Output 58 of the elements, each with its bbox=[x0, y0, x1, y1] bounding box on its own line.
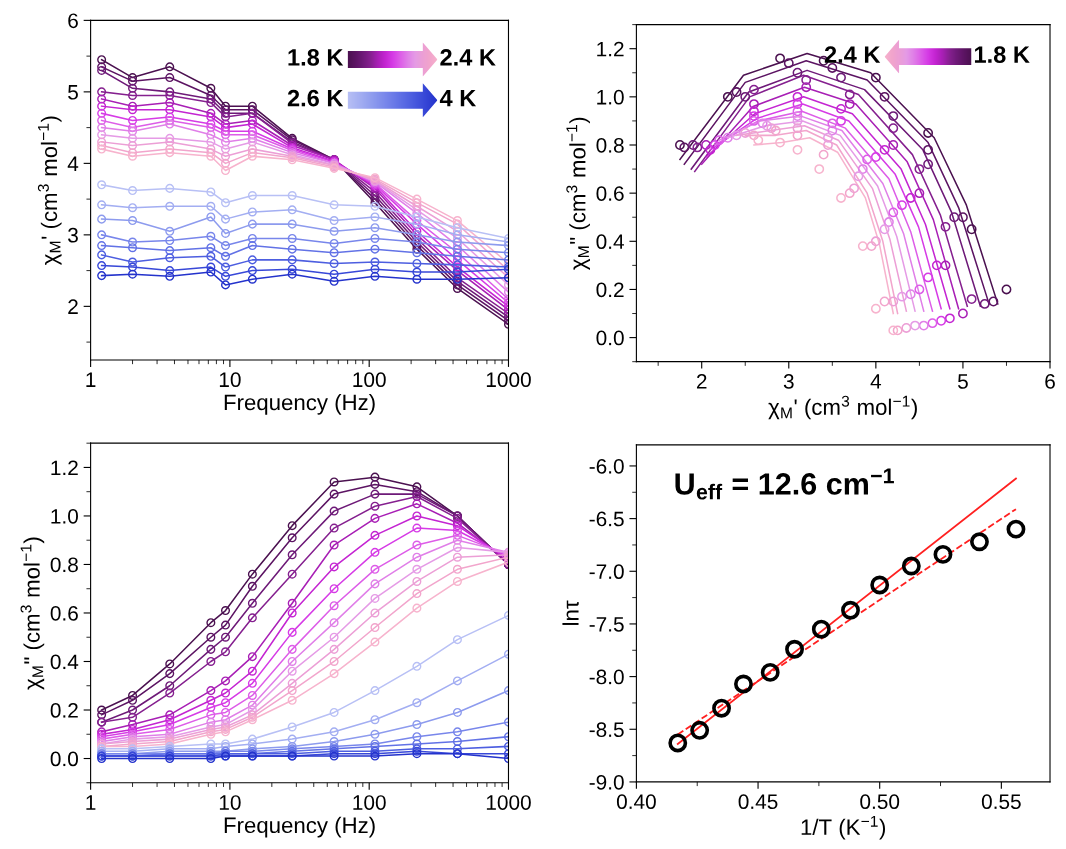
annotation: 4 K bbox=[439, 90, 477, 107]
y-tick-label: 4 bbox=[67, 156, 79, 171]
y-tick-label: 0.6 bbox=[50, 605, 78, 621]
y-tick-label: 6 bbox=[68, 13, 78, 29]
y-tick-label: 3 bbox=[68, 227, 78, 243]
x-tick-label: 1 bbox=[86, 795, 96, 810]
y-tick-label: 0.0 bbox=[50, 751, 78, 767]
y-tick-label: 0.2 bbox=[50, 703, 78, 718]
y-tick-label: 1.2 bbox=[51, 460, 78, 475]
y-axis-title: χ$_{M}$' (cm$^{3}$ mol$^{−1}$) bbox=[37, 116, 62, 266]
x-tick-label: 10 bbox=[219, 372, 241, 388]
annotation: 2.6 K bbox=[287, 89, 344, 107]
y-axis-title: χ$_{M}$" (cm$^{3}$ mol$^{−1}$) bbox=[566, 117, 590, 270]
y-tick-label: 0.6 bbox=[596, 186, 624, 201]
y-tick-label: 0.4 bbox=[596, 234, 624, 250]
x-tick-label: 0.40 bbox=[616, 794, 656, 810]
annotation: 2.4 K bbox=[824, 46, 881, 63]
x-tick-label: 1 bbox=[86, 372, 96, 387]
x-tick-label: 1000 bbox=[486, 795, 531, 810]
x-tick-label: 6 bbox=[1045, 374, 1055, 389]
y-tick-label: 0.8 bbox=[596, 138, 624, 153]
y-axis-title: lnτ bbox=[562, 600, 579, 625]
x-tick-label: 2 bbox=[696, 374, 707, 389]
y-tick-label: 1.0 bbox=[51, 508, 78, 524]
annotation: 1.8 K bbox=[288, 49, 344, 66]
x-tick-label: 4 bbox=[870, 374, 882, 389]
y-tick-label: 2 bbox=[68, 299, 78, 314]
y-tick-label: 5 bbox=[68, 85, 78, 100]
x-tick-label: 0.55 bbox=[981, 794, 1021, 810]
x-tick-label: 0.45 bbox=[738, 794, 778, 810]
x-tick-label: 3 bbox=[783, 374, 794, 389]
x-tick-label: 100 bbox=[353, 795, 386, 810]
x-tick-label: 5 bbox=[957, 374, 968, 389]
x-axis-title: Frequency (Hz) bbox=[224, 393, 375, 415]
y-tick-label: 0.0 bbox=[596, 330, 624, 346]
annotation: 2.4 K bbox=[440, 49, 496, 66]
y-tick-label: -6.5 bbox=[589, 511, 624, 527]
x-tick-label: 10 bbox=[219, 795, 241, 810]
annotation: 1.8 K bbox=[974, 46, 1030, 63]
y-tick-label: 1.2 bbox=[597, 41, 624, 57]
y-tick-label: 0.2 bbox=[596, 282, 624, 298]
x-tick-label: 100 bbox=[353, 372, 386, 388]
y-tick-label: -8.5 bbox=[589, 722, 624, 738]
y-tick-label: 1.0 bbox=[597, 89, 624, 105]
y-tick-label: -7.0 bbox=[589, 564, 624, 580]
x-axis-title: Frequency (Hz) bbox=[224, 816, 375, 838]
x-tick-label: 0.50 bbox=[860, 794, 900, 810]
x-axis-title: χ$_{M}$' (cm$^{3}$ mol$^{−1}$) bbox=[768, 395, 917, 420]
y-axis-title: χ$_{M}$" (cm$^{3}$ mol$^{−1}$) bbox=[20, 537, 45, 690]
y-tick-label: -9.0 bbox=[589, 774, 624, 790]
y-tick-label: -8.0 bbox=[589, 669, 624, 685]
y-tick-label: -7.5 bbox=[589, 617, 624, 632]
x-tick-label: 1000 bbox=[486, 372, 531, 388]
y-tick-label: 0.4 bbox=[50, 654, 79, 670]
x-axis-title: 1/T (K$^{−1}$) bbox=[801, 815, 886, 840]
annotation: U$_{eff}$ = 12.6 cm$^{−1}$ bbox=[675, 468, 894, 500]
y-tick-label: 0.8 bbox=[50, 557, 78, 573]
y-tick-label: -6.0 bbox=[589, 458, 624, 474]
